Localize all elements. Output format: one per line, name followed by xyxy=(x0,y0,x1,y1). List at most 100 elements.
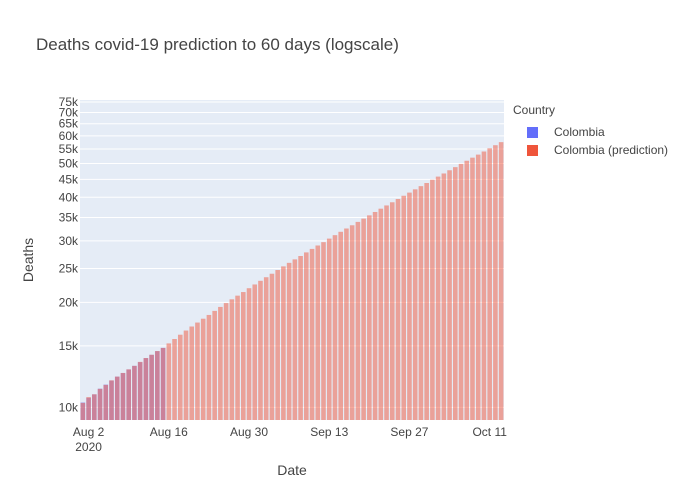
y-tick-label: 20k xyxy=(59,295,79,309)
bar[interactable] xyxy=(498,142,504,420)
bar[interactable] xyxy=(355,221,361,420)
bar[interactable] xyxy=(218,306,223,420)
bar[interactable] xyxy=(493,145,498,420)
bar[interactable] xyxy=(97,388,103,420)
bar[interactable] xyxy=(281,266,286,420)
bar[interactable] xyxy=(326,238,332,420)
legend-item-colombia[interactable]: Colombia xyxy=(527,123,668,141)
bar[interactable] xyxy=(453,167,458,420)
bar[interactable] xyxy=(332,235,338,420)
bar[interactable] xyxy=(172,339,177,420)
chart-title: Deaths covid-19 prediction to 60 days (l… xyxy=(36,35,399,54)
legend-swatch-colombia xyxy=(527,126,538,138)
legend: Country Colombia Colombia (prediction) xyxy=(513,103,668,159)
bar[interactable] xyxy=(114,376,120,420)
bar[interactable] xyxy=(389,202,395,420)
bar[interactable] xyxy=(137,361,143,420)
y-tick-label: 65k xyxy=(59,117,79,131)
x-tick-label: Oct 11 xyxy=(472,425,507,439)
bar[interactable] xyxy=(241,292,246,420)
bar[interactable] xyxy=(86,397,91,420)
bar[interactable] xyxy=(126,369,131,420)
bar[interactable] xyxy=(109,380,114,420)
bar[interactable] xyxy=(183,330,189,420)
bar[interactable] xyxy=(200,318,206,420)
bar[interactable] xyxy=(338,231,343,420)
bar[interactable] xyxy=(177,334,183,420)
bar[interactable] xyxy=(195,322,200,420)
bars-layer[interactable] xyxy=(80,142,504,421)
bar[interactable] xyxy=(447,170,452,420)
bar[interactable] xyxy=(367,215,372,420)
bar[interactable] xyxy=(275,270,280,420)
bar[interactable] xyxy=(149,354,154,420)
bar[interactable] xyxy=(155,351,160,420)
bar[interactable] xyxy=(412,189,418,420)
bar[interactable] xyxy=(223,303,229,420)
bar[interactable] xyxy=(487,148,492,420)
y-tick-label: 10k xyxy=(59,400,79,414)
bar[interactable] xyxy=(401,195,407,420)
bar[interactable] xyxy=(160,347,166,420)
bar[interactable] xyxy=(286,262,292,420)
bar[interactable] xyxy=(372,211,378,420)
bar[interactable] xyxy=(120,372,126,420)
legend-label-colombia: Colombia xyxy=(554,125,605,139)
bar[interactable] xyxy=(143,358,149,420)
bar[interactable] xyxy=(321,242,326,420)
legend-item-colombia-prediction[interactable]: Colombia (prediction) xyxy=(527,141,668,159)
y-tick-label: 45k xyxy=(59,172,79,186)
bar[interactable] xyxy=(166,343,172,420)
bar[interactable] xyxy=(315,245,321,420)
bar[interactable] xyxy=(407,192,412,420)
bar[interactable] xyxy=(246,288,252,420)
bar[interactable] xyxy=(349,225,355,420)
grid-layer xyxy=(80,101,504,408)
y-tick-label: 55k xyxy=(59,142,79,156)
bar[interactable] xyxy=(252,284,258,420)
bar[interactable] xyxy=(418,186,424,420)
bar[interactable] xyxy=(189,326,195,421)
bar[interactable] xyxy=(229,299,235,420)
bar[interactable] xyxy=(470,157,475,420)
y-tick-label: 15k xyxy=(59,339,79,353)
bar[interactable] xyxy=(212,310,217,420)
x-tick-label: Sep 27 xyxy=(390,425,428,439)
legend-swatch-colombia-prediction xyxy=(527,144,538,156)
bar[interactable] xyxy=(206,314,212,420)
bar[interactable] xyxy=(235,295,240,420)
bar[interactable] xyxy=(475,154,481,420)
bar[interactable] xyxy=(395,198,401,420)
bar[interactable] xyxy=(298,256,303,420)
bar[interactable] xyxy=(435,176,441,420)
bar[interactable] xyxy=(263,277,269,420)
bar[interactable] xyxy=(441,173,447,420)
bar[interactable] xyxy=(384,205,389,420)
bar[interactable] xyxy=(361,218,366,420)
bar[interactable] xyxy=(481,151,487,420)
y-tick-label: 35k xyxy=(59,211,79,225)
bar[interactable] xyxy=(424,183,429,420)
bar[interactable] xyxy=(309,248,315,420)
bar[interactable] xyxy=(378,208,384,420)
x-tick-label: Aug 2 xyxy=(73,425,105,439)
bar[interactable] xyxy=(458,163,464,420)
bar[interactable] xyxy=(269,273,275,420)
y-tick-label: 75k xyxy=(59,95,79,109)
bar[interactable] xyxy=(304,252,309,420)
bar[interactable] xyxy=(92,394,97,420)
y-tick-label: 25k xyxy=(59,262,79,276)
x-tick-label: Aug 16 xyxy=(150,425,188,439)
bar[interactable] xyxy=(430,179,435,420)
bar[interactable] xyxy=(344,228,349,420)
bar[interactable] xyxy=(80,402,86,420)
bar[interactable] xyxy=(292,259,298,420)
y-tick-labels: 10k 15k 20k 25k 30k 35k 40k 45k 50k55k60k65k70k7… xyxy=(59,95,79,414)
bar[interactable] xyxy=(258,280,263,420)
y-tick-label: 60k xyxy=(59,129,79,143)
bar[interactable] xyxy=(132,365,137,420)
bar[interactable] xyxy=(103,384,109,420)
bar[interactable] xyxy=(464,160,470,420)
